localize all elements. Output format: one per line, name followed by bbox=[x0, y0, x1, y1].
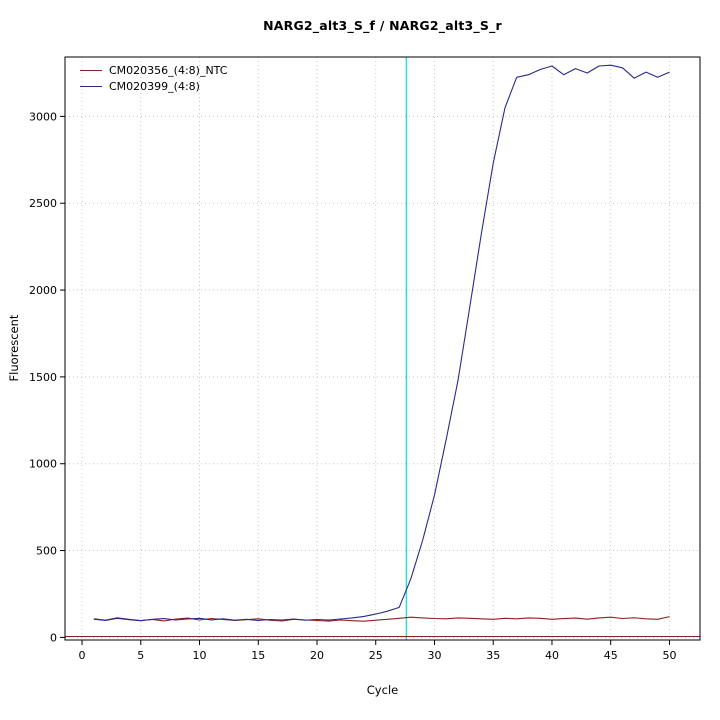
x-tick-label: 25 bbox=[369, 649, 383, 662]
y-tick-label: 1000 bbox=[29, 458, 57, 471]
x-tick-label: 50 bbox=[662, 649, 676, 662]
legend-label-sample: CM020399_(4:8) bbox=[109, 80, 200, 93]
x-tick-label: 45 bbox=[604, 649, 618, 662]
x-tick-label: 20 bbox=[310, 649, 324, 662]
x-axis-label: Cycle bbox=[366, 683, 399, 697]
chart-title: NARG2_alt3_S_f / NARG2_alt3_S_r bbox=[263, 18, 502, 33]
legend-label-ntc: CM020356_(4:8)_NTC bbox=[109, 64, 228, 77]
x-tick-label: 30 bbox=[427, 649, 441, 662]
legend: CM020356_(4:8)_NTC CM020399_(4:8) bbox=[80, 64, 227, 93]
x-tick-label: 35 bbox=[486, 649, 500, 662]
y-axis-label: Fluorescent bbox=[7, 314, 21, 382]
x-tick-label: 10 bbox=[193, 649, 207, 662]
series-line-ntc bbox=[93, 616, 670, 622]
legend-line-sample bbox=[80, 86, 102, 87]
y-tick-label: 500 bbox=[36, 545, 57, 558]
plot-border bbox=[64, 56, 701, 641]
y-tick-label: 2500 bbox=[29, 197, 57, 210]
x-tick-label: 40 bbox=[545, 649, 559, 662]
legend-item-ntc: CM020356_(4:8)_NTC bbox=[80, 64, 227, 77]
y-tick-label: 2000 bbox=[29, 284, 57, 297]
y-tick-label: 1500 bbox=[29, 371, 57, 384]
x-tick-label: 15 bbox=[251, 649, 265, 662]
x-tick-label: 5 bbox=[137, 649, 144, 662]
series-line-sample bbox=[93, 64, 670, 622]
y-tick-label: 0 bbox=[50, 631, 57, 644]
legend-item-sample: CM020399_(4:8) bbox=[80, 80, 227, 93]
y-tick-label: 3000 bbox=[29, 110, 57, 123]
legend-line-ntc bbox=[80, 70, 102, 71]
x-tick-label: 0 bbox=[79, 649, 86, 662]
